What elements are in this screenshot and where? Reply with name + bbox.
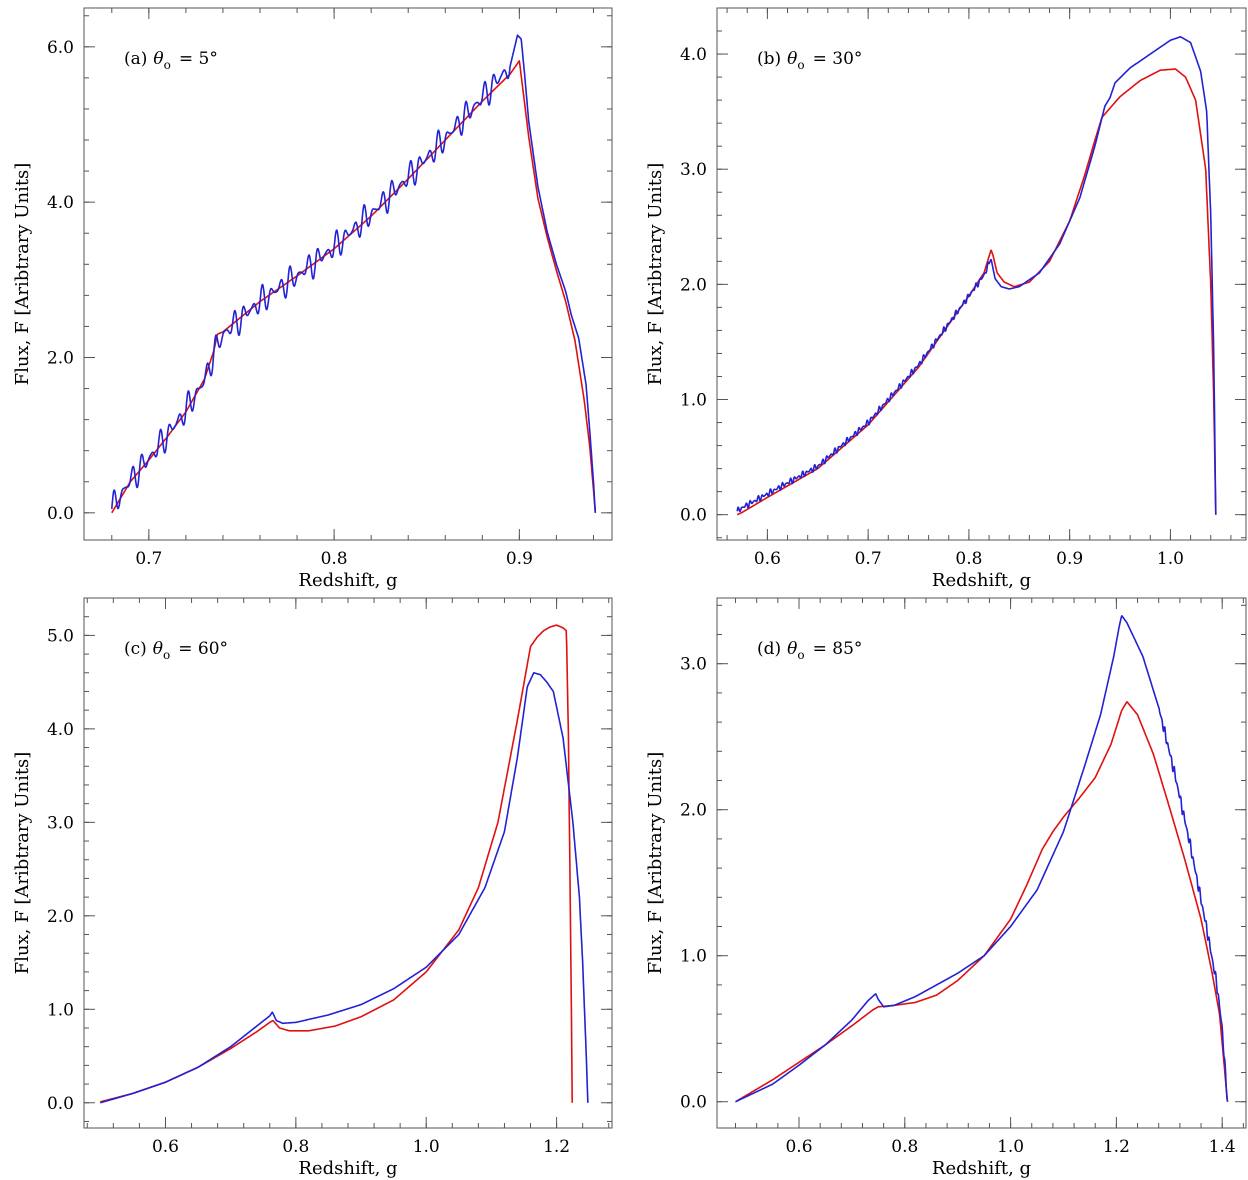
y-axis-title: Flux, F [Aribtrary Units] <box>645 752 666 975</box>
y-tick-label: 3.0 <box>680 655 707 675</box>
y-tick-label: 4.0 <box>47 720 74 740</box>
x-tick-label: 0.6 <box>152 1137 179 1157</box>
x-tick-label: 1.0 <box>413 1137 440 1157</box>
theta-subscript: o <box>163 648 170 662</box>
x-tick-label: 1.0 <box>997 1137 1024 1157</box>
theta-subscript: o <box>164 58 171 72</box>
y-tick-label: 3.0 <box>680 160 707 180</box>
theta-subscript: o <box>797 58 804 72</box>
y-tick-label: 0.0 <box>47 1094 74 1114</box>
y-tick-label: 2.0 <box>47 907 74 927</box>
minor-ticks <box>84 8 612 540</box>
plot-frame <box>83 7 613 541</box>
series-line-1 <box>735 701 1229 1103</box>
minor-ticks <box>717 598 1246 1128</box>
panel-label-prefix: (c) <box>124 639 147 659</box>
chart-panel-b: 0.6 0.7 0.8 0.9 1.0 0.0 1.0 2.0 3.0 4.0 Redshift, … <box>645 7 1247 591</box>
y-axis-title: Flux, F [Aribtrary Units] <box>12 163 33 386</box>
x-tick-label: 0.8 <box>955 549 982 569</box>
x-tick-label: 0.7 <box>855 549 882 569</box>
panel-label-angle: = 30° <box>813 49 863 69</box>
x-tick-label: 0.8 <box>282 1137 309 1157</box>
y-axis-title: Flux, F [Aribtrary Units] <box>645 163 666 386</box>
panel-label: (d) θo = 85° <box>757 639 862 662</box>
x-tick-label: 0.8 <box>321 549 348 569</box>
y-tick-label: 6.0 <box>47 38 74 58</box>
panel-label-angle: = 60° <box>178 639 228 659</box>
chart-panel-d: 0.6 0.8 1.0 1.2 1.4 0.0 1.0 2.0 3.0 Redshift, g Fl… <box>645 597 1247 1179</box>
theta-subscript: o <box>797 648 804 662</box>
y-axis-title: Flux, F [Aribtrary Units] <box>12 752 33 975</box>
minor-ticks <box>84 597 612 1128</box>
panel-label: (c) θo = 60° <box>124 639 228 662</box>
series-line-1 <box>111 60 597 514</box>
series-line-2 <box>99 671 589 1104</box>
x-tick-label: 1.2 <box>1103 1137 1130 1157</box>
series-line-2 <box>736 35 1217 515</box>
theta-symbol: θ <box>153 49 163 69</box>
y-tick-label: 0.0 <box>680 1093 707 1113</box>
series-line-2 <box>735 615 1229 1103</box>
y-tick-label: 3.0 <box>47 813 74 833</box>
panel-label-angle: = 5° <box>179 49 218 69</box>
x-tick-label: 0.6 <box>754 549 781 569</box>
series-line-2 <box>111 34 597 513</box>
x-axis-title: Redshift, g <box>298 1158 397 1179</box>
theta-symbol: θ <box>787 49 797 69</box>
chart-panel-c: 0.6 0.8 1.0 1.2 0.0 1.0 2.0 3.0 4.0 5.0 Redshift, … <box>12 597 613 1179</box>
y-tick-label: 0.0 <box>680 506 707 526</box>
panel-label-prefix: (d) <box>757 639 781 659</box>
plot-frame <box>716 597 1247 1129</box>
x-axis-title: Redshift, g <box>932 570 1031 591</box>
x-tick-label: 1.0 <box>1157 549 1184 569</box>
x-tick-label: 0.6 <box>785 1137 812 1157</box>
minor-ticks <box>717 7 1246 540</box>
y-tick-label: 2.0 <box>680 275 707 295</box>
y-tick-label: 2.0 <box>47 348 74 368</box>
panel-label-prefix: (b) <box>757 49 781 69</box>
x-tick-label: 0.9 <box>506 549 533 569</box>
x-tick-label: 1.2 <box>543 1137 570 1157</box>
plot-frame <box>83 597 613 1129</box>
panel-label: (b) θo = 30° <box>757 49 862 72</box>
panel-label: (a) θo = 5° <box>124 49 218 72</box>
chart-panel-a: 0.7 0.8 0.9 0.0 2.0 4.0 6.0 Redshift, g Flux, F … <box>12 7 613 591</box>
panel-label-prefix: (a) <box>124 49 147 69</box>
theta-symbol: θ <box>153 639 163 659</box>
series-line-1 <box>736 68 1217 516</box>
y-tick-label: 4.0 <box>680 45 707 65</box>
x-tick-label: 0.9 <box>1056 549 1083 569</box>
y-tick-label: 5.0 <box>47 626 74 646</box>
theta-symbol: θ <box>787 639 797 659</box>
y-tick-label: 2.0 <box>680 801 707 821</box>
y-tick-label: 4.0 <box>47 193 74 213</box>
x-axis-title: Redshift, g <box>932 1158 1031 1179</box>
x-tick-label: 0.8 <box>891 1137 918 1157</box>
y-tick-label: 1.0 <box>680 391 707 411</box>
x-tick-label: 1.4 <box>1209 1137 1236 1157</box>
series-line-1 <box>99 624 573 1103</box>
y-tick-label: 1.0 <box>47 1000 74 1020</box>
y-tick-label: 1.0 <box>680 947 707 967</box>
y-tick-label: 0.0 <box>47 504 74 524</box>
plot-frame <box>716 7 1247 541</box>
x-axis-title: Redshift, g <box>298 570 397 591</box>
panel-label-angle: = 85° <box>813 639 863 659</box>
x-tick-label: 0.7 <box>135 549 162 569</box>
